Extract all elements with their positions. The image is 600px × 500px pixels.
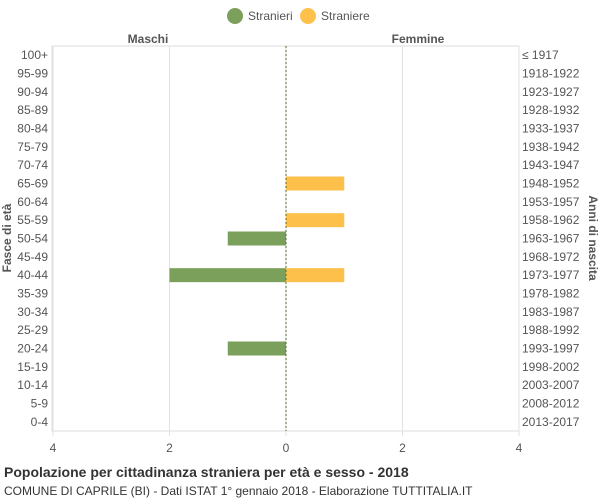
legend-label-straniere: Straniere [321, 9, 370, 23]
side-headers: Maschi Femmine [128, 32, 445, 46]
femmine-header: Femmine [392, 32, 445, 46]
birth-year-label: 1923-1927 [522, 85, 580, 99]
age-group-label: 70-74 [17, 158, 48, 172]
birth-year-label: 1993-1997 [522, 342, 580, 356]
birth-year-label: 2008-2012 [522, 397, 580, 411]
age-group-label: 90-94 [17, 85, 48, 99]
age-group-labels: 100+ 95-99 90-94 85-89 80-84 75-79 70-74 65-69 6… [17, 48, 48, 429]
birth-year-label: 1938-1942 [522, 140, 580, 154]
age-group-label: 30-34 [17, 305, 48, 319]
birth-year-label: 2013-2017 [522, 415, 580, 429]
age-group-label: 95-99 [17, 67, 48, 81]
age-group-label: 50-54 [17, 232, 48, 246]
birth-year-label: 1998-2002 [522, 360, 580, 374]
age-group-label: 0-4 [31, 415, 49, 429]
birth-year-label: 1973-1977 [522, 268, 580, 282]
birth-year-label: 1978-1982 [522, 287, 580, 301]
birth-year-label: 2003-2007 [522, 378, 580, 392]
age-group-label: 15-19 [17, 360, 48, 374]
birth-year-label: 1958-1962 [522, 213, 580, 227]
legend-label-stranieri: Stranieri [248, 9, 293, 23]
x-tick-label: 0 [283, 441, 290, 455]
bar-stranieri-20-24 [227, 341, 286, 356]
age-group-label: 25-29 [17, 323, 48, 337]
y-axis-label-left: Fasce di età [0, 203, 14, 272]
age-group-label: 40-44 [17, 268, 48, 282]
birth-year-label: 1918-1922 [522, 67, 580, 81]
birth-year-label: 1928-1932 [522, 103, 580, 117]
age-group-label: 60-64 [17, 195, 48, 209]
legend-swatch-straniere [300, 8, 316, 24]
birth-year-label: 1963-1967 [522, 232, 580, 246]
y-axis-label-right: Anni di nascita [586, 195, 600, 281]
bars [169, 176, 345, 356]
age-group-label: 20-24 [17, 342, 48, 356]
age-group-label: 10-14 [17, 378, 48, 392]
age-group-label: 80-84 [17, 122, 48, 136]
chart-title: Popolazione per cittadinanza straniera p… [4, 464, 409, 480]
age-group-label: 55-59 [17, 213, 48, 227]
bar-straniere-40-44 [286, 268, 345, 283]
birth-year-label: 1968-1972 [522, 250, 580, 264]
legend-swatch-stranieri [227, 8, 243, 24]
age-group-label: 45-49 [17, 250, 48, 264]
birth-year-labels: ≤ 1917 1918-1922 1923-1927 1928-1932 1933-19… [522, 48, 580, 429]
birth-year-label: 1988-1992 [522, 323, 580, 337]
maschi-header: Maschi [128, 32, 169, 46]
bar-stranieri-50-54 [227, 231, 286, 246]
bar-straniere-55-59 [286, 213, 345, 228]
age-group-label: 5-9 [31, 397, 49, 411]
birth-year-label: 1948-1952 [522, 177, 580, 191]
x-tick-label: 2 [166, 441, 173, 455]
age-group-label: 65-69 [17, 177, 48, 191]
birth-year-label: ≤ 1917 [522, 48, 559, 62]
birth-year-label: 1983-1987 [522, 305, 580, 319]
legend: Stranieri Straniere [227, 8, 370, 24]
x-tick-label: 4 [516, 441, 523, 455]
age-group-label: 100+ [21, 48, 48, 62]
age-group-label: 85-89 [17, 103, 48, 117]
age-group-label: 75-79 [17, 140, 48, 154]
bar-stranieri-40-44 [169, 268, 286, 283]
age-group-label: 35-39 [17, 287, 48, 301]
chart-subtitle: COMUNE DI CAPRILE (BI) - Dati ISTAT 1° g… [4, 484, 473, 498]
x-tick-labels: 4 2 0 2 4 [50, 441, 523, 455]
x-tick-label: 2 [399, 441, 406, 455]
x-tick-label: 4 [50, 441, 57, 455]
bar-straniere-65-69 [286, 176, 345, 191]
birth-year-label: 1953-1957 [522, 195, 580, 209]
birth-year-label: 1933-1937 [522, 122, 580, 136]
population-pyramid-chart: Stranieri Straniere Maschi Femmine 100+ 95… [0, 8, 600, 455]
birth-year-label: 1943-1947 [522, 158, 580, 172]
